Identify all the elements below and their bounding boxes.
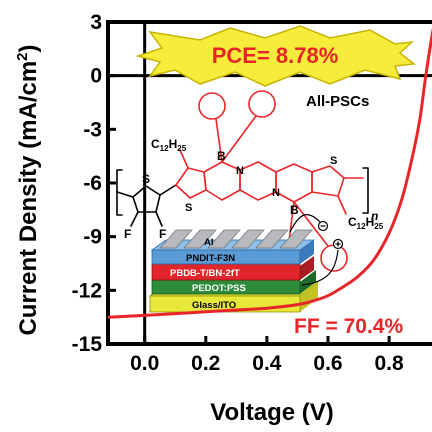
bond <box>159 184 177 196</box>
layer-pedot-side <box>300 270 316 294</box>
repeat-unit-n: n <box>371 209 378 223</box>
layer-active-label: PBDB-T/BN-2fT <box>170 268 240 279</box>
pyrazine-ring <box>239 161 277 201</box>
y-axis-title-sup: 2 <box>14 52 31 60</box>
al-strip <box>279 229 313 249</box>
atom-f-right: F <box>159 227 166 241</box>
bond <box>215 118 223 163</box>
wire-bottom <box>301 249 339 286</box>
y-axis-title-close: ) <box>15 44 42 52</box>
layer-glass-ito-label: Glass/ITO <box>192 300 236 311</box>
atom-s-core-left: S <box>185 202 192 214</box>
bond <box>155 211 163 227</box>
atom-f-left: F <box>124 227 131 241</box>
y-axis-title-main: Current Density (mA/cm <box>15 61 42 336</box>
bond <box>337 195 347 215</box>
y-tick-label: -12 <box>72 279 102 302</box>
layer-pndit-label: PNDIT-F3N <box>186 253 235 264</box>
y-tick-label: -3 <box>83 118 102 141</box>
al-strip <box>207 229 241 249</box>
layer-al-label: Al <box>204 237 214 248</box>
al-strip <box>183 229 217 249</box>
y-axis-title: Current Density (mA/cm2) <box>14 44 42 335</box>
x-tick-label: 0.0 <box>130 352 159 375</box>
polymer-structure: n S F F B B <box>116 90 384 276</box>
x-axis-title: Voltage (V) <box>210 399 334 426</box>
bond <box>130 211 139 227</box>
layer-pndit-front <box>151 249 301 265</box>
x-tick-label: 0.6 <box>313 352 342 375</box>
al-strip <box>231 229 265 249</box>
atom-s-left: S <box>142 172 150 186</box>
atom-b-bottom: B <box>290 203 299 217</box>
al-strip <box>255 229 289 249</box>
right-bracket <box>362 167 369 214</box>
difluorothiophene-ring <box>132 185 161 213</box>
device-type-label: All-PSCs <box>306 93 369 110</box>
atom-b-top: B <box>217 149 226 163</box>
x-tick-label: 0.2 <box>191 352 220 375</box>
atom-s-core-right: S <box>330 155 337 167</box>
wire-top <box>289 214 321 233</box>
y-tick-label: -9 <box>83 226 102 249</box>
y-tick-label: 0 <box>90 65 102 88</box>
bond <box>116 191 134 198</box>
x-tick-label: 0.4 <box>252 352 282 375</box>
phenyl-ring <box>248 90 276 118</box>
ff-label: FF = 70.4% <box>294 315 403 338</box>
layer-pedot-label: PEDOT:PSS <box>192 283 246 294</box>
pce-label: PCE= 8.78% <box>212 43 339 68</box>
y-tick-label: 3 <box>90 11 102 34</box>
layer-pndit-side <box>300 240 314 264</box>
x-tick-label: 0.8 <box>375 352 405 375</box>
bond <box>221 115 257 163</box>
bond <box>293 201 329 247</box>
y-axis-ticks: 3 0 -3 -6 -9 -12 -15 <box>72 11 116 356</box>
pce-burst: PCE= 8.78% <box>135 25 416 87</box>
y-tick-label: -6 <box>83 172 102 195</box>
jv-curve <box>107 27 432 319</box>
y-tick-label: -15 <box>72 333 103 356</box>
al-electrodes <box>159 229 313 249</box>
side-chain-bottom: C12H25 <box>348 215 384 231</box>
atom-n-bottom: N <box>272 187 280 199</box>
side-chain-top: C12H25 <box>151 137 187 153</box>
x-axis-ticks: 0.0 0.2 0.4 0.6 0.8 <box>130 336 404 375</box>
pce-burst-shape <box>135 25 416 87</box>
thiophene-left <box>175 167 207 199</box>
atom-n-top: N <box>236 165 244 177</box>
layer-active-side <box>300 256 314 280</box>
azaborine-left <box>203 161 241 201</box>
al-strip <box>159 229 193 249</box>
phenyl-ring <box>198 92 226 120</box>
thiophene-right <box>311 165 345 197</box>
azaborine-right <box>275 163 313 203</box>
bn-core <box>175 90 364 276</box>
bond <box>179 149 189 169</box>
device-stack: Glass/ITO PEDOT:PSS PBDB-T/BN-2fT PNDIT-… <box>148 214 344 313</box>
